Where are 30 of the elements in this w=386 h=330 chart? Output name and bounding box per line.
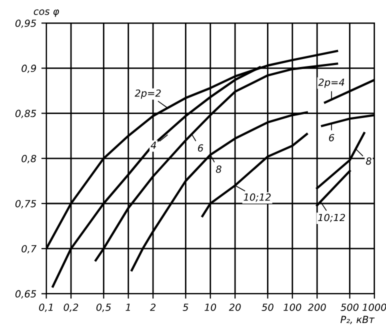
annotation: 2p=2 (134, 89, 161, 99)
y-tick-label: 0,8 (22, 154, 36, 164)
x-tick-label: 0,2 (64, 304, 78, 312)
x-axis-title: P₂, кВт (340, 316, 375, 324)
x-tick-label: 10 (204, 304, 216, 311)
x-tick-label: 20 (228, 304, 241, 311)
annotation: 8 (366, 157, 372, 165)
x-tick-label: 0,1 (39, 304, 53, 312)
x-tick-label: 1 (126, 304, 130, 311)
y-tick-label: 0,85 (15, 110, 36, 118)
x-tick-label: 200 (308, 304, 326, 311)
annotation: 6 (198, 144, 204, 152)
x-tick-label: 100 (284, 304, 302, 311)
y-tick-label: 0,75 (15, 200, 36, 208)
annotation: 2p=4 (318, 78, 344, 88)
x-tick-label: 0,5 (96, 304, 111, 312)
annotation: 6 (329, 134, 334, 142)
y-tick-label: 0,95 (15, 20, 36, 28)
annotation: 10;12 (244, 193, 271, 202)
y-tick-label: 0,65 (15, 290, 36, 299)
x-tick-label: 2 (150, 304, 156, 311)
x-tick-label: 50 (262, 304, 274, 311)
y-axis-title: cos φ (34, 9, 59, 17)
annotation: 10;12 (318, 214, 345, 222)
annotation: 8 (216, 166, 222, 173)
x-tick-label: 5 (182, 304, 188, 311)
x-tick-label: 500 (340, 304, 359, 311)
x-tick-label: 1000 (362, 304, 386, 311)
y-tick-label: 0,7 (22, 245, 37, 254)
y-tick-label: 0,9 (22, 64, 36, 74)
